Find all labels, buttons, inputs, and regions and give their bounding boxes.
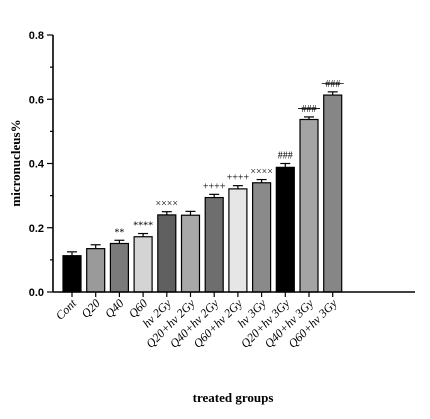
bar-8: [252, 182, 272, 293]
bar-1: [86, 248, 106, 293]
y-tick-label: 0.0: [29, 287, 44, 299]
significance-label: ++++: [227, 173, 250, 184]
y-axis: 0.0 0.2 0.4 0.6 0.8: [29, 30, 54, 299]
bar-9: [275, 166, 295, 293]
bars: ******××××++++++++××××#########: [62, 79, 344, 293]
bar-0: [62, 255, 82, 293]
y-tick-label: 0.8: [29, 30, 44, 42]
x-axis-title: treated groups: [193, 390, 274, 405]
bar-5: [180, 214, 201, 293]
bar-7: [228, 188, 248, 293]
significance-label: ++++: [203, 181, 226, 192]
x-tick-label: Q40: [102, 296, 127, 321]
x-tick-label: Q20: [78, 296, 103, 321]
bar-10: [299, 118, 319, 293]
significance-label: ###: [325, 79, 340, 90]
significance-label: ###: [278, 151, 293, 162]
bar-4: [157, 214, 177, 293]
bar-11: [323, 94, 343, 293]
significance-label: ****: [133, 221, 153, 232]
y-tick-label: 0.6: [29, 94, 44, 106]
significance-label: **: [114, 227, 124, 238]
bar-2: [109, 242, 130, 293]
bar-3: [133, 236, 153, 293]
y-tick-label: 0.2: [29, 223, 44, 235]
significance-label: ××××: [156, 199, 179, 210]
significance-label: ××××: [250, 167, 273, 178]
significance-label: ###: [302, 104, 317, 115]
x-tick-label: Cont: [53, 296, 80, 323]
bar-6: [204, 196, 224, 293]
y-tick-label: 0.4: [29, 159, 45, 171]
y-axis-title: micronucleus%: [8, 119, 23, 206]
